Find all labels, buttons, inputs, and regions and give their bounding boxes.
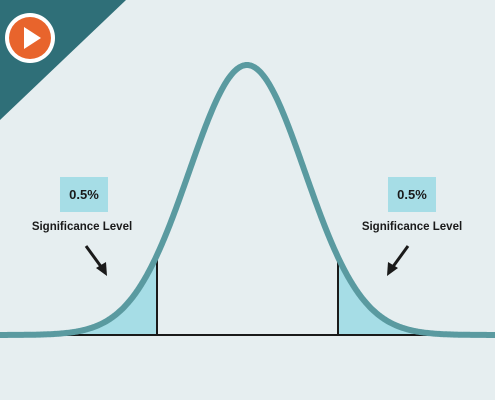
value-box [60,177,108,212]
annotation-text: Significance Level [32,221,132,233]
left-annotation: 0.5% Significance Level [32,177,132,276]
value-label: 0.5% [397,187,427,202]
normal-curve [0,62,495,338]
play-icon [24,27,41,49]
annotation-text: Significance Level [362,221,462,233]
play-button[interactable] [5,13,55,63]
right-annotation: 0.5% Significance Level [362,177,462,276]
arrow-head [96,262,107,276]
curve-layer [0,62,495,338]
value-label: 0.5% [69,187,99,202]
arrow-head [387,262,398,276]
value-box [388,177,436,212]
arrow-shaft [84,245,104,269]
arrow-shaft [390,245,410,269]
